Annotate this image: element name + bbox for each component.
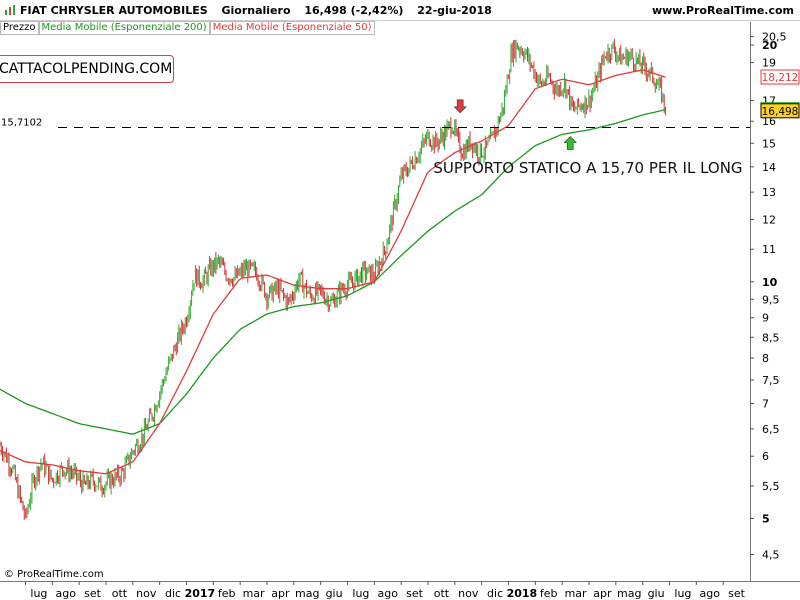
- x-tick-label: 2017: [185, 587, 216, 600]
- x-tick-label: feb: [218, 587, 236, 600]
- y-tick-label: 9: [762, 312, 769, 325]
- legend-ema200[interactable]: Media Mobile (Esponenziale 200): [38, 21, 210, 35]
- y-tick-label: 8,5: [762, 331, 780, 344]
- ema200-line: [0, 109, 666, 435]
- copyright-label: © ProRealTime.com: [4, 569, 104, 580]
- period-label: Giornaliero: [221, 4, 291, 17]
- chart-date: 22-giu-2018: [417, 4, 492, 17]
- x-tick-label: mag: [617, 587, 641, 600]
- x-tick-label: dic: [165, 587, 181, 600]
- y-axis: 4,555,566,577,588,599,510111213141516171…: [750, 22, 800, 581]
- x-tick-label: lug: [30, 587, 47, 600]
- x-tick-label: ago: [56, 587, 77, 600]
- ema50-line: [0, 69, 666, 475]
- y-tick-label: 12: [762, 213, 776, 226]
- price-tag-box: [760, 69, 800, 85]
- support-line-label: 15,7102: [1, 117, 42, 128]
- y-tick-label: 20: [762, 39, 778, 52]
- x-axis: lug ago set ott nov dic 2017 feb mar apr mag giu lug…: [0, 581, 800, 600]
- x-tick-label: apr: [271, 587, 290, 600]
- x-tick-label: 2018: [507, 587, 538, 600]
- x-tick-label: mag: [295, 587, 319, 600]
- indicator-legend: Prezzo Media Mobile (Esponenziale 200) Med…: [0, 21, 375, 35]
- y-tick-label: 14: [762, 161, 776, 174]
- arrow-down-icon: [453, 99, 467, 114]
- y-tick-label: 6: [762, 450, 769, 463]
- last-price-change: 16,498 (-2,42%): [304, 4, 404, 17]
- y-tick-label: 16: [762, 115, 776, 128]
- lines-layer: [0, 69, 666, 475]
- y-tick-label: 13: [762, 186, 776, 199]
- y-tick-label: 7,5: [762, 374, 780, 387]
- x-tick-label: dic: [487, 587, 503, 600]
- bar-chart-icon: [5, 5, 15, 15]
- support-layer: 15,7102: [1, 117, 750, 128]
- x-tick-label: set: [406, 587, 423, 600]
- x-tick-label: lug: [674, 587, 691, 600]
- site-link[interactable]: www.ProRealTime.com: [651, 4, 794, 17]
- x-tick-label: lug: [352, 587, 369, 600]
- y-tick-label: 9,5: [762, 293, 780, 306]
- price-tag-label: 16,498: [762, 106, 799, 118]
- y-tick-label: 5,5: [762, 480, 780, 493]
- y-tick-label: 10: [762, 276, 778, 289]
- support-annotation: SUPPORTO STATICO A 15,70 PER IL LONG: [433, 159, 742, 177]
- x-tick-label: ott: [112, 587, 128, 600]
- legend-price[interactable]: Prezzo: [0, 21, 39, 35]
- x-tick-label: ago: [378, 587, 399, 600]
- watermark-box: CATTACOLPENDING.COM: [0, 55, 174, 83]
- legend-ema50[interactable]: Media Mobile (Esponenziale 50): [209, 21, 375, 35]
- x-tick-label: mar: [243, 587, 265, 600]
- x-tick-label: ago: [700, 587, 721, 600]
- price-tag-label: 18,212: [762, 72, 799, 84]
- y-tick-label: 19: [762, 57, 776, 70]
- y-tick-label: 7: [762, 398, 769, 411]
- y-tick-label: 6,5: [762, 423, 780, 436]
- x-tick-label: mar: [565, 587, 587, 600]
- y-tick-label: 4,5: [762, 548, 780, 561]
- x-tick-label: ott: [434, 587, 450, 600]
- price-tag-box: [760, 103, 800, 119]
- x-tick-label: nov: [136, 587, 157, 600]
- x-tick-label: apr: [593, 587, 612, 600]
- x-tick-label: giu: [326, 587, 343, 600]
- x-tick-label: set: [84, 587, 101, 600]
- annotations-layer: SUPPORTO STATICO A 15,70 PER IL LONG: [433, 99, 743, 177]
- x-tick-label: feb: [540, 587, 558, 600]
- x-tick-label: giu: [648, 587, 665, 600]
- y-tick-label: 11: [762, 243, 776, 256]
- chart-title-bar: FIAT CHRYSLER AUTOMOBILES Giornaliero 16…: [0, 0, 800, 21]
- y-tick-label: 8: [762, 352, 769, 365]
- candles-layer: [0, 38, 666, 520]
- instrument-name: FIAT CHRYSLER AUTOMOBILES: [20, 4, 208, 17]
- x-tick-label: set: [728, 587, 745, 600]
- y-tick-label: 5: [762, 512, 770, 525]
- y-tick-label: 15: [762, 137, 776, 150]
- arrow-up-icon: [563, 136, 577, 150]
- x-tick-label: nov: [458, 587, 479, 600]
- y-tick-label: 20,5: [762, 31, 787, 44]
